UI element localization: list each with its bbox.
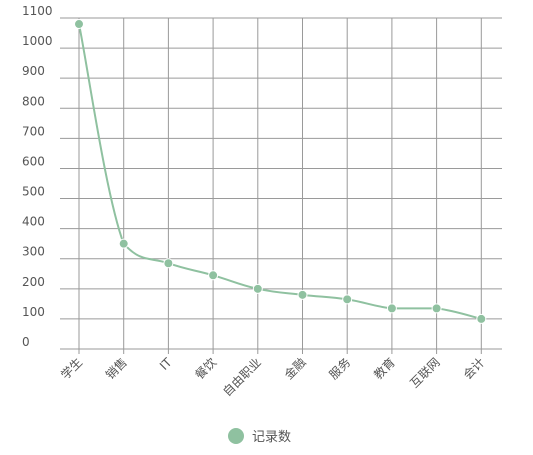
x-tick-label: 金融 xyxy=(281,355,309,383)
y-axis: 0 100 200 300 400 500 600 700 800 900 1000 1100 xyxy=(22,4,53,349)
y-tick-label: 900 xyxy=(22,64,45,78)
legend-label: 记录数 xyxy=(252,430,292,445)
data-points xyxy=(74,19,487,324)
y-tick-label: 800 xyxy=(22,94,45,108)
data-point[interactable] xyxy=(118,238,129,249)
data-point[interactable] xyxy=(208,270,219,281)
data-point[interactable] xyxy=(74,19,84,30)
x-tick-label: 教育 xyxy=(370,355,398,383)
data-point[interactable] xyxy=(386,303,397,314)
grid xyxy=(60,17,502,354)
y-tick-label: 600 xyxy=(22,154,45,168)
data-point[interactable] xyxy=(252,283,263,294)
data-point[interactable] xyxy=(297,289,308,300)
x-tick-label: 自由职业 xyxy=(220,355,264,399)
x-tick-label: 餐饮 xyxy=(192,355,220,383)
y-tick-label: 300 xyxy=(22,245,45,259)
y-tick-label: 1100 xyxy=(22,4,53,18)
data-point[interactable] xyxy=(431,303,442,314)
x-tick-label: 互联网 xyxy=(407,355,442,390)
legend[interactable]: 记录数 xyxy=(228,426,291,445)
x-tick-label: 销售 xyxy=(102,355,130,383)
x-tick-label: 服务 xyxy=(326,355,354,383)
y-tick-label: 400 xyxy=(22,215,45,229)
x-tick-label: IT xyxy=(157,355,175,373)
data-point[interactable] xyxy=(476,313,487,324)
y-tick-label: 700 xyxy=(22,124,45,138)
series-line xyxy=(78,23,482,320)
y-tick-label: 0 xyxy=(22,335,30,349)
x-tick-label: 会计 xyxy=(461,355,488,382)
legend-swatch xyxy=(228,427,244,444)
data-point[interactable] xyxy=(342,294,353,305)
y-tick-label: 1000 xyxy=(22,34,53,48)
x-tick-label: 学生 xyxy=(58,355,86,383)
y-tick-label: 200 xyxy=(22,275,45,289)
x-axis: 学生 销售 IT 餐饮 自由职业 金融 服务 教育 互联网 会计 xyxy=(58,355,488,400)
data-point[interactable] xyxy=(163,258,174,269)
y-tick-label: 500 xyxy=(22,185,45,199)
y-tick-label: 100 xyxy=(22,305,45,319)
